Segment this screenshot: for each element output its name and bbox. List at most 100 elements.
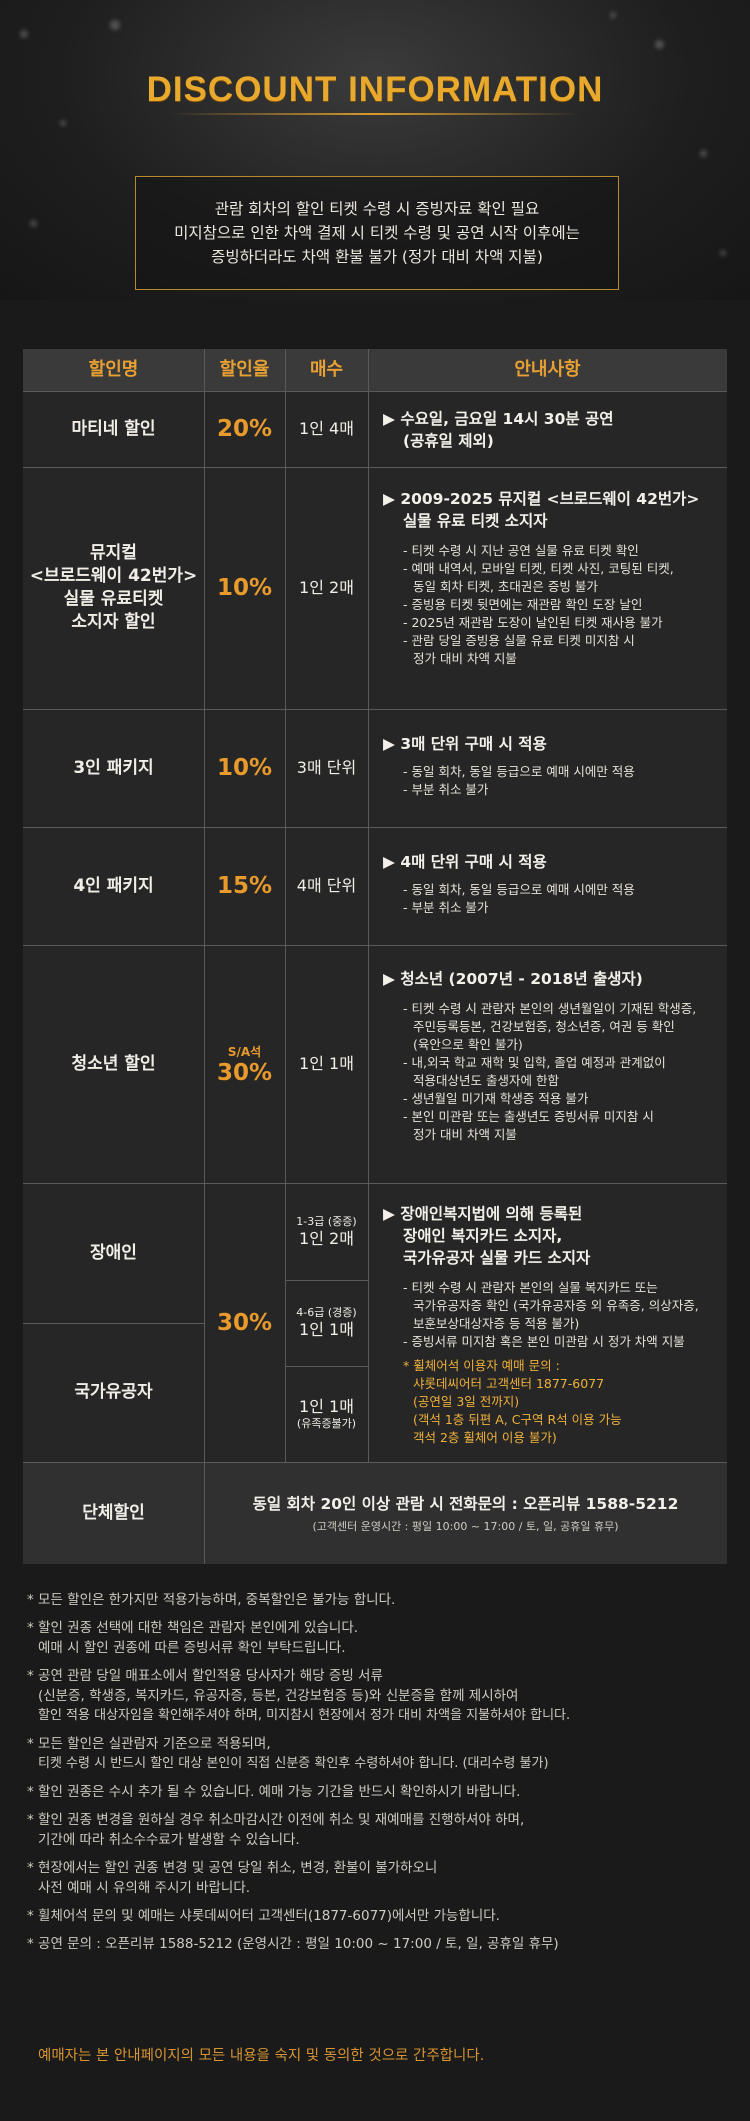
- info-item: 적용대상년도 출생자에 한함: [413, 1073, 559, 1088]
- note-line: 할인 적용 대상자임을 확인해주셔야 하며, 미지참시 현장에서 정가 대비 차…: [38, 1708, 571, 1723]
- row-name-ticket-holder: 뮤지컬 <브로드웨이 42번가> 실물 유료티켓 소지자 할인: [23, 467, 204, 709]
- note-item: * 할인 권종은 수시 추가 될 수 있습니다. 예매 가능 기간을 반드시 확…: [27, 1782, 727, 1802]
- note-item: * 할인 권종 선택에 대한 책임은 관람자 본인에게 있습니다. 예매 시 할인…: [27, 1618, 727, 1658]
- final-agreement-notice: 예매자는 본 안내페이지의 모든 내용을 숙지 및 동의한 것으로 간주합니다.: [38, 2048, 485, 2064]
- note-line: * 할인 권종은 수시 추가 될 수 있습니다. 예매 가능 기간을 반드시 확…: [27, 1784, 521, 1800]
- row-name-youth: 청소년 할인: [71, 1053, 156, 1074]
- note-line: (신분증, 학생증, 복지카드, 유공자증, 등본, 건강보험증 등)와 신분증…: [38, 1688, 519, 1704]
- bokeh-light: [610, 12, 616, 18]
- row-count-merit: 1인 1매 (유족증불가): [285, 1366, 368, 1462]
- bokeh-light: [60, 120, 66, 126]
- info-item: - 생년월일 미기재 학생증 적용 불가: [403, 1091, 589, 1106]
- note-line: * 모든 할인은 실관람자 기준으로 적용되며,: [27, 1736, 271, 1752]
- divider: [23, 1183, 727, 1184]
- hero-header: DISCOUNT INFORMATION 관람 회차의 할인 티켓 수령 시 증…: [0, 0, 750, 300]
- count-value: 1인 1매: [299, 1397, 354, 1416]
- info-heading: ▶ 장애인복지법에 의해 등록된: [383, 1205, 583, 1223]
- bokeh-light: [30, 220, 37, 227]
- name-line: 뮤지컬: [90, 543, 137, 563]
- discount-table: 할인명 할인율 매수 안내사항 마티네 할인 20% 1인 4매 ▶ 수요일, …: [23, 349, 727, 1564]
- info-item: - 티켓 수령 시 관람자 본인의 생년월일이 기재된 학생증,: [403, 1001, 697, 1016]
- note-item: * 모든 할인은 한가지만 적용가능하며, 중복할인은 불가능 합니다.: [27, 1590, 727, 1610]
- row-count-package-4: 4매 단위: [296, 876, 357, 895]
- row-name-national-merit: 국가유공자: [74, 1382, 153, 1402]
- column-header-info: 안내사항: [514, 359, 581, 380]
- info-heading: ▶ 청소년 (2007년 - 2018년 출생자): [383, 970, 643, 988]
- column-header-name: 할인명: [88, 359, 139, 380]
- column-header-count: 매수: [309, 359, 344, 380]
- info-heading: ▶ 수요일, 금요일 14시 30분 공연: [383, 410, 614, 428]
- row-info-package-3: ▶ 3매 단위 구매 시 적용 - 동일 회차, 동일 등급으로 예매 시에만 …: [383, 733, 723, 799]
- divider: [285, 1366, 368, 1367]
- grade-label: 4-6급 (경증): [296, 1306, 357, 1319]
- info-item: - 티켓 수령 시 관람자 본인의 실물 복지카드 또는: [403, 1280, 658, 1295]
- info-item: - 본인 미관람 또는 출생년도 증빙서류 미지참 시: [403, 1109, 654, 1124]
- group-contact: 동일 회차 20인 이상 관람 시 전화문의 : 오픈리뷰 1588-5212: [252, 1495, 679, 1513]
- info-item: 보훈보상대상자증 등 적용 불가): [413, 1316, 580, 1331]
- note-line: 사전 예매 시 유의해 주시기 바랍니다.: [38, 1880, 251, 1896]
- info-item: - 내,외국 학교 재학 및 입학, 졸업 예정과 관계없이: [403, 1055, 666, 1070]
- rate-prefix: S/A석: [227, 1044, 262, 1059]
- note-item: * 공연 관람 당일 매표소에서 할인적용 당사자가 해당 증빙 서류 (신분증,…: [27, 1666, 727, 1726]
- info-item: - 동일 회차, 동일 등급으로 예매 시에만 적용: [403, 764, 635, 779]
- info-item: - 부분 취소 불가: [403, 782, 489, 797]
- wheelchair-note: * 휠체어석 이용자 예매 문의 :: [403, 1358, 560, 1373]
- row-count-ticket-holder: 1인 2매: [299, 578, 354, 597]
- note-item: * 할인 권종 변경을 원하실 경우 취소마감시간 이전에 취소 및 재예매를 …: [27, 1810, 727, 1850]
- group-hours: (고객센터 운영시간 : 평일 10:00 ~ 17:00 / 토, 일, 공휴…: [312, 1520, 619, 1533]
- wheelchair-note: 객석 2층 휠체어 이용 불가): [413, 1430, 557, 1445]
- bokeh-light: [20, 30, 28, 38]
- info-item: - 증빙서류 미지참 혹은 본인 미관람 시 정가 차액 지불: [403, 1334, 685, 1349]
- note-line: * 공연 문의 : 오픈리뷰 1588-5212 (운영시간 : 평일 10:0…: [27, 1936, 559, 1952]
- info-item: - 관람 당일 증빙용 실물 유료 티켓 미지참 시: [403, 633, 635, 648]
- info-item: - 예매 내역서, 모바일 티켓, 티켓 사진, 코팅된 티켓,: [403, 561, 674, 576]
- info-item: 정가 대비 차액 지불: [413, 651, 517, 666]
- row-name-group: 단체할인: [82, 1502, 145, 1523]
- divider: [23, 709, 727, 710]
- row-rate-disabled: 30%: [216, 1309, 273, 1336]
- row-info-youth: ▶ 청소년 (2007년 - 2018년 출생자) - 티켓 수령 시 관람자 …: [383, 968, 723, 1144]
- info-item: - 2025년 재관람 도장이 날인된 티켓 재사용 불가: [403, 615, 663, 630]
- row-name-package-4: 4인 패키지: [73, 875, 154, 896]
- group-row-bg: [23, 1462, 727, 1564]
- count-note: (유족증불가): [296, 1417, 357, 1430]
- row-info-disabled: ▶ 장애인복지법에 의해 등록된 장애인 복지카드 소지자, 국가유공자 실물 …: [383, 1203, 723, 1447]
- row-rate-matinee: 20%: [216, 416, 273, 442]
- note-line: 티켓 수령 시 반드시 할인 대상 본인이 직접 신분증 확인후 수령하셔야 합…: [38, 1756, 549, 1771]
- notes-list: * 모든 할인은 한가지만 적용가능하며, 중복할인은 불가능 합니다. * 할…: [27, 1590, 727, 1962]
- note-line: * 할인 권종 변경을 원하실 경우 취소마감시간 이전에 취소 및 재예매를 …: [27, 1812, 525, 1828]
- info-item: (육안으로 확인 불가): [413, 1037, 523, 1052]
- divider: [23, 945, 727, 946]
- info-item: - 부분 취소 불가: [403, 900, 489, 915]
- table-header: 할인명 할인율 매수 안내사항: [23, 349, 727, 391]
- row-name-package-3: 3인 패키지: [73, 757, 154, 778]
- wheelchair-note: (객석 1층 뒤편 A, C구역 R석 이용 가능: [413, 1412, 622, 1427]
- notice-box: 관람 회차의 할인 티켓 수령 시 증빙자료 확인 필요 미지참으로 인한 차액…: [135, 176, 619, 290]
- info-heading: ▶ 4매 단위 구매 시 적용: [383, 853, 547, 871]
- row-name-matinee: 마티네 할인: [71, 418, 156, 439]
- row-info-ticket-holder: ▶ 2009-2025 뮤지컬 <브로드웨이 42번가> 실물 유료 티켓 소지…: [383, 488, 723, 668]
- info-item: 주민등록등본, 건강보험증, 청소년증, 여권 등 확인: [413, 1019, 675, 1034]
- note-item: * 휠체어석 문의 및 예매는 샤롯데씨어터 고객센터(1877-6077)에서…: [27, 1906, 727, 1926]
- title-underline: [170, 113, 580, 115]
- wheelchair-note: 샤롯데씨어터 고객센터 1877-6077: [413, 1376, 605, 1391]
- info-item: 동일 회차 티켓, 초대권은 증빙 불가: [413, 579, 598, 594]
- divider: [23, 467, 727, 468]
- divider: [23, 827, 727, 828]
- note-line: * 현장에서는 할인 권종 변경 및 공연 당일 취소, 변경, 환불이 불가하…: [27, 1860, 438, 1876]
- bokeh-light: [655, 40, 664, 49]
- row-rate-package-4: 15%: [216, 873, 273, 899]
- info-heading: ▶ 3매 단위 구매 시 적용: [383, 735, 547, 753]
- divider: [285, 1280, 368, 1281]
- info-heading: (공휴일 제외): [403, 432, 494, 450]
- divider: [23, 391, 727, 392]
- row-rate-youth: S/A석 30%: [204, 945, 285, 1183]
- name-line: 실물 유료티켓: [63, 589, 164, 609]
- info-item: 국가유공자증 확인 (국가유공자증 외 유족증, 의상자증,: [413, 1298, 699, 1313]
- name-line: 소지자 할인: [71, 612, 156, 632]
- note-line: 기간에 따라 취소수수료가 발생할 수 있습니다.: [38, 1832, 300, 1848]
- bokeh-light: [700, 150, 707, 157]
- note-line: * 휠체어석 문의 및 예매는 샤롯데씨어터 고객센터(1877-6077)에서…: [27, 1908, 500, 1924]
- note-item: * 모든 할인은 실관람자 기준으로 적용되며, 티켓 수령 시 반드시 할인 대…: [27, 1734, 727, 1774]
